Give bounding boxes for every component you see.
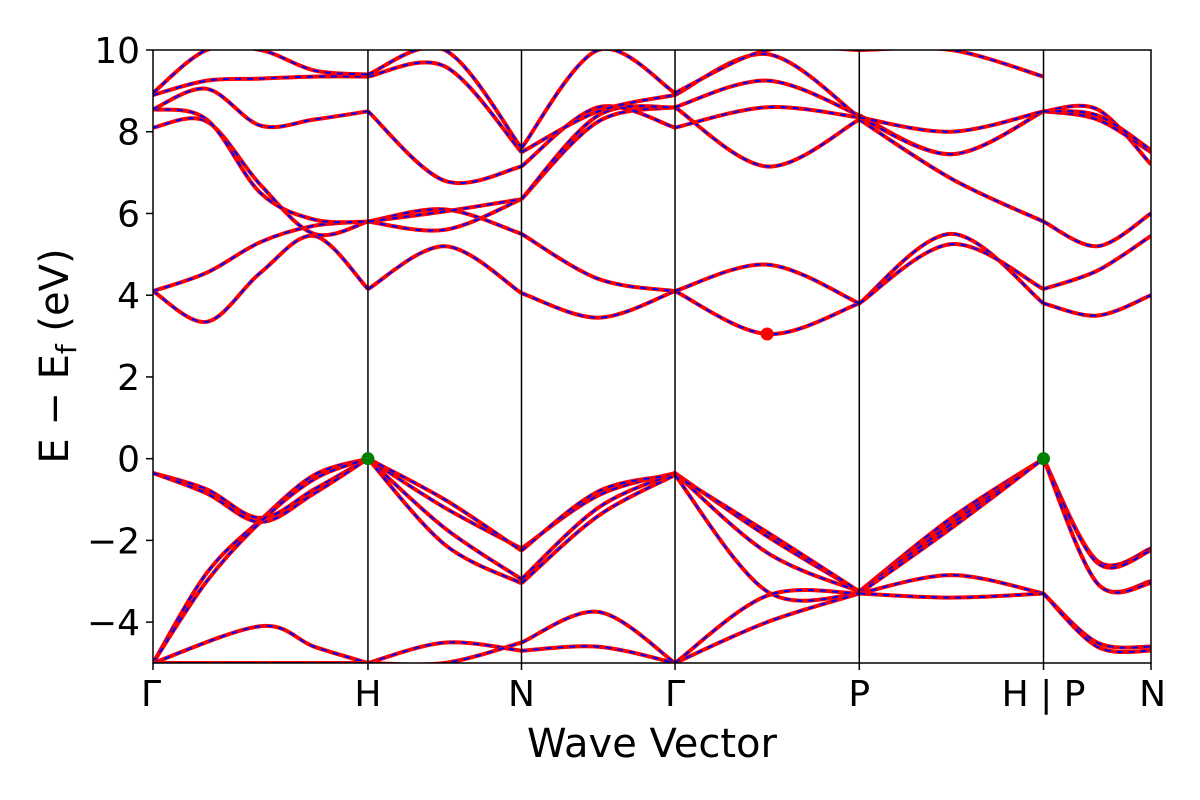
band-line-dashed	[367, 110, 522, 185]
kpoint-separators	[367, 50, 1045, 663]
x-tick-label: Γ	[665, 674, 685, 715]
band-line-dashed	[153, 50, 369, 94]
band-2	[153, 457, 1151, 594]
band-line	[520, 289, 676, 320]
cbm-marker	[760, 327, 774, 341]
band-line-dashed	[858, 457, 1045, 595]
band-line	[674, 105, 860, 130]
bands-layer	[153, 50, 1151, 663]
x-tick-label: H | P	[1002, 674, 1086, 715]
band-line-dashed	[674, 474, 860, 602]
band-line-dashed	[674, 472, 860, 593]
band-line-dashed	[153, 75, 369, 96]
band-line-dashed	[674, 290, 860, 336]
band-line-dashed	[367, 198, 522, 223]
y-axis-label-subscript: f	[50, 343, 83, 354]
band-line-dashed	[1042, 592, 1151, 654]
band-line-dashed	[674, 263, 860, 305]
band-line-dashed	[521, 94, 676, 154]
y-tick-label: 2	[117, 358, 140, 399]
band-line-dashed	[1043, 235, 1151, 291]
band-line-dashed	[153, 117, 369, 237]
band-line-dashed	[674, 106, 860, 168]
band-line-dashed	[1043, 294, 1151, 317]
band-line-dashed	[674, 592, 860, 663]
band-line-dashed	[367, 198, 522, 232]
band-line-dashed	[520, 233, 676, 293]
band-line-dashed	[674, 474, 860, 593]
y-tick-label: 0	[117, 440, 140, 481]
band-line	[859, 591, 1044, 600]
y-tick-label: −4	[87, 603, 140, 644]
band-line-dashed	[521, 645, 676, 663]
band-line-dashed	[1043, 110, 1151, 151]
band-4	[153, 456, 1151, 663]
y-axis-label-main: E − E	[32, 354, 78, 464]
y-tick-label: 8	[117, 113, 140, 154]
band-line-dashed	[858, 110, 1044, 156]
y-tick-label: 6	[117, 194, 140, 235]
y-tick-label: 4	[117, 276, 140, 317]
plot-frame	[152, 49, 1152, 664]
band-line-dashed	[858, 118, 1044, 223]
band-line-dashed	[520, 474, 676, 552]
band-line-dashed	[153, 457, 369, 519]
y-tick-label: −2	[87, 521, 140, 562]
band-6	[153, 587, 1151, 663]
extrema-markers	[361, 327, 1051, 466]
plot-background	[153, 50, 1151, 663]
band-line	[367, 60, 524, 154]
band-line-dashed	[153, 87, 369, 129]
band-line	[368, 640, 523, 663]
vbm-marker	[1037, 452, 1051, 466]
band-line-dashed	[153, 624, 369, 663]
band-line	[858, 109, 1044, 134]
y-tick-label: 10	[94, 31, 140, 72]
band-line-dashed	[520, 105, 676, 168]
band-line-dashed	[520, 472, 676, 580]
band-line-dashed	[674, 588, 860, 663]
band-line-dashed	[674, 79, 860, 117]
x-tick-label: Γ	[141, 674, 161, 715]
band-line-dashed	[858, 457, 1045, 593]
band-10	[153, 78, 1151, 225]
band-line	[859, 50, 1045, 79]
band-line-dashed	[858, 232, 1045, 305]
band-line-dashed	[153, 234, 369, 323]
band-line-dashed	[367, 458, 522, 585]
band-line-dashed	[520, 105, 676, 200]
band-line-dashed	[367, 457, 523, 581]
band-line-dashed	[367, 457, 523, 552]
vbm-marker	[361, 452, 375, 466]
band-line-dashed	[1043, 212, 1151, 248]
band-line-dashed	[1042, 458, 1151, 594]
x-tick-label: N	[508, 674, 535, 715]
band-line-dashed	[858, 243, 1044, 305]
band-line-dashed	[367, 50, 523, 149]
x-tick-label: P	[848, 674, 870, 715]
band-line-dashed	[1043, 104, 1151, 166]
band-line-dashed	[367, 245, 523, 295]
band-line	[520, 609, 677, 663]
band-line-dashed	[153, 108, 369, 224]
x-axis: Γ H N Γ P H | P N	[141, 663, 1166, 715]
x-tick-label: N	[1139, 674, 1166, 715]
y-axis: −4 −2 0 2 4 6 8 10	[87, 31, 153, 644]
y-axis-label-unit: (eV)	[32, 248, 78, 344]
band-line-dashed	[520, 474, 676, 585]
x-tick-label: H	[354, 674, 381, 715]
y-axis-label: E − Ef (eV)	[32, 248, 83, 463]
band-line	[858, 573, 1044, 596]
band-12	[153, 52, 1151, 154]
x-axis-label: Wave Vector	[527, 721, 778, 767]
band-line	[153, 456, 369, 663]
